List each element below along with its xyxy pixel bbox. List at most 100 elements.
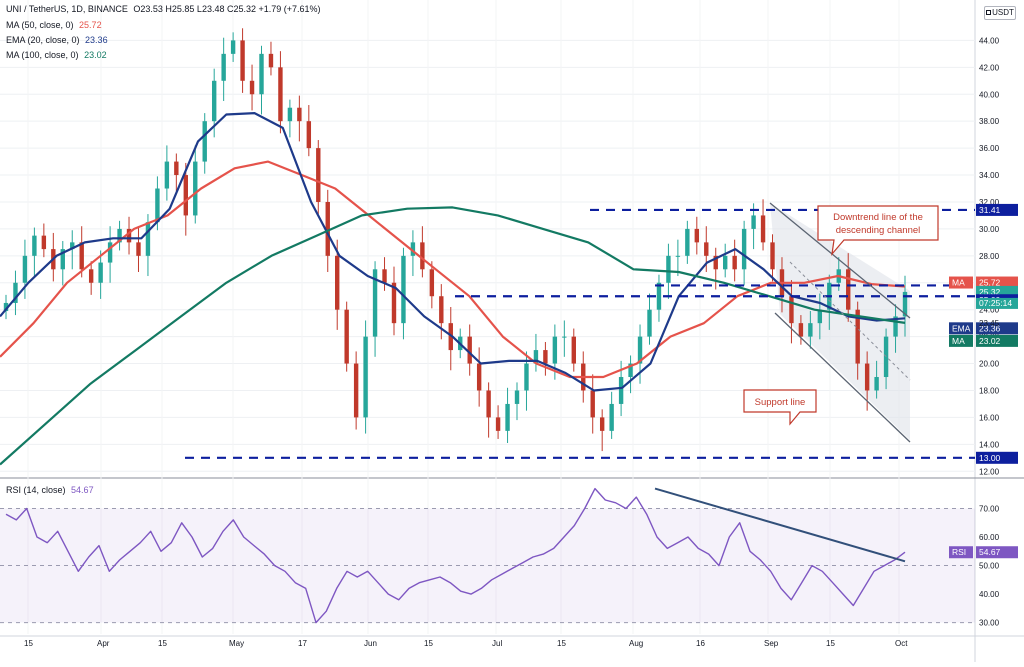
candle-body bbox=[439, 296, 444, 324]
price-tick-label: 14.00 bbox=[979, 440, 1000, 449]
candle-body bbox=[713, 255, 718, 270]
candle-body bbox=[107, 242, 113, 263]
candle-body bbox=[268, 53, 274, 68]
candle-body bbox=[770, 242, 775, 270]
candle-body bbox=[817, 309, 823, 324]
candle-body bbox=[505, 403, 510, 431]
candle bbox=[268, 41, 274, 76]
candle bbox=[382, 257, 387, 291]
candle-body bbox=[117, 228, 122, 243]
time-tick-label: Sep bbox=[764, 639, 779, 648]
candle bbox=[240, 28, 245, 93]
candle-body bbox=[316, 148, 321, 202]
candle-body bbox=[278, 67, 283, 122]
ma-line-0 bbox=[0, 160, 906, 379]
channel-midline bbox=[789, 261, 911, 381]
candle-body bbox=[22, 255, 28, 283]
candle bbox=[467, 324, 472, 376]
time-tick-label: 15 bbox=[826, 639, 835, 648]
candle bbox=[287, 99, 293, 138]
candle bbox=[817, 293, 823, 340]
candle bbox=[164, 145, 170, 201]
legend-ema20[interactable]: EMA (20, close, 0) 23.36 bbox=[6, 35, 108, 45]
rsi-tag-box bbox=[949, 546, 973, 559]
candle bbox=[344, 301, 349, 372]
candle bbox=[22, 239, 28, 299]
candle-body bbox=[599, 417, 605, 431]
candle-body bbox=[164, 161, 170, 189]
price-label-box bbox=[976, 276, 1018, 289]
candle-body bbox=[363, 336, 368, 418]
price-label-text: 25.72 bbox=[979, 278, 1001, 288]
candle bbox=[713, 247, 718, 290]
candle bbox=[3, 294, 9, 320]
candle-body bbox=[760, 215, 766, 243]
candle bbox=[363, 320, 368, 434]
candle-body bbox=[543, 350, 548, 364]
candle-body bbox=[751, 215, 756, 229]
candle-body bbox=[429, 269, 435, 297]
candle bbox=[514, 382, 520, 421]
candle-body bbox=[467, 336, 472, 364]
rsi-tag: RSI bbox=[952, 547, 966, 557]
candle-body bbox=[126, 228, 132, 243]
candle bbox=[306, 105, 312, 157]
candle-body bbox=[628, 363, 633, 378]
price-label-box bbox=[976, 451, 1018, 464]
price-tick-label: 42.00 bbox=[979, 63, 1000, 72]
legend-ma50[interactable]: MA (50, close, 0) 25.72 bbox=[6, 20, 102, 30]
time-tick-label: Oct bbox=[895, 639, 908, 648]
legend-ma100[interactable]: MA (100, close, 0) 23.02 bbox=[6, 50, 107, 60]
candle-body bbox=[675, 255, 681, 257]
candle bbox=[193, 145, 198, 224]
candle-body bbox=[893, 316, 898, 337]
legend-rsi[interactable]: RSI (14, close) 54.67 bbox=[6, 485, 94, 495]
candle-body bbox=[60, 249, 65, 270]
time-tick-label: 15 bbox=[158, 639, 167, 648]
candle-body bbox=[88, 269, 94, 283]
rsi-tick-label: 70.00 bbox=[979, 505, 1000, 514]
candle-body bbox=[808, 323, 813, 337]
candle-body bbox=[902, 291, 908, 317]
price-tick-label: 32.00 bbox=[979, 198, 1000, 207]
candle bbox=[183, 162, 188, 236]
price-tick-label: 44.00 bbox=[979, 36, 1000, 45]
candle bbox=[429, 261, 435, 309]
currency-badge[interactable]: USDT bbox=[984, 6, 1016, 20]
candle bbox=[789, 280, 794, 344]
candle-body bbox=[183, 175, 188, 216]
candle bbox=[732, 239, 737, 282]
candle-body bbox=[420, 242, 425, 270]
price-label-text: 25.32 bbox=[979, 287, 1001, 297]
rsi-tick-label: 60.00 bbox=[979, 533, 1000, 542]
price-label-box bbox=[976, 322, 1018, 335]
indicator-tag-box bbox=[949, 334, 973, 347]
candle bbox=[647, 293, 652, 345]
candle bbox=[221, 37, 226, 101]
candle bbox=[230, 32, 236, 62]
price-tick-label: 36.00 bbox=[979, 144, 1000, 153]
candle-body bbox=[656, 282, 662, 310]
price-label-text: 13.00 bbox=[979, 453, 1001, 463]
candle bbox=[41, 223, 47, 258]
candle bbox=[259, 45, 264, 115]
symbol-header: UNI / TetherUS, 1D, BINANCE O23.53 H25.8… bbox=[6, 4, 321, 14]
price-tick-label: 16.00 bbox=[979, 413, 1000, 422]
candle-body bbox=[704, 242, 709, 256]
candle bbox=[893, 304, 898, 353]
candle bbox=[808, 311, 813, 349]
price-label-text: 23.36 bbox=[979, 323, 1001, 333]
downtrend-line bbox=[769, 202, 911, 319]
candle bbox=[335, 239, 340, 330]
candle bbox=[571, 328, 576, 372]
candle bbox=[770, 234, 775, 282]
price-label-box bbox=[976, 203, 1018, 216]
candle-body bbox=[211, 80, 217, 122]
price-tick-label: 34.00 bbox=[979, 171, 1000, 180]
candle bbox=[599, 409, 605, 452]
candle-body bbox=[202, 121, 207, 162]
time-tick-label: Apr bbox=[97, 639, 110, 648]
time-tick-label: 15 bbox=[24, 639, 33, 648]
candle bbox=[723, 243, 728, 278]
